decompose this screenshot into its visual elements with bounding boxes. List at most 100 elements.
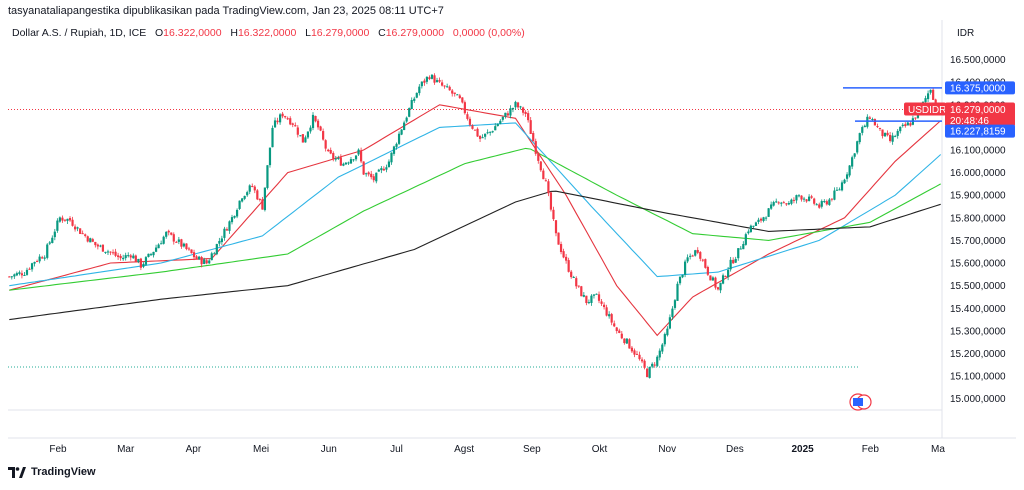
high-label: H: [230, 27, 238, 39]
candle-body: [81, 233, 84, 235]
open-value: 16.322,0000: [163, 27, 222, 39]
candle-body: [575, 278, 578, 287]
candle-body: [759, 218, 763, 221]
candle-body: [104, 251, 107, 253]
candle-body: [501, 116, 504, 120]
candle-body: [66, 218, 69, 221]
candle-body: [587, 302, 591, 304]
candle-body: [30, 263, 34, 270]
candle-body: [311, 114, 315, 129]
y-tick-label: 15.300,0000: [950, 326, 1006, 337]
candle-body: [238, 200, 241, 209]
candle-body: [167, 230, 170, 233]
candle-body: [552, 209, 555, 220]
candle-body: [152, 251, 155, 256]
candle-body: [190, 249, 193, 254]
x-tick-label: Ma: [931, 444, 945, 455]
candle-body: [767, 208, 770, 217]
candle-body: [810, 196, 813, 198]
candle-body: [344, 162, 348, 165]
candle-body: [23, 275, 26, 277]
x-tick-label: Apr: [186, 444, 202, 455]
candle-body: [213, 253, 216, 255]
us-flag-event-icon: [853, 398, 863, 406]
symbol-tag-text: USDIDR: [908, 105, 946, 116]
candle-body: [835, 189, 839, 191]
candle-body: [357, 149, 360, 155]
candle-body: [208, 260, 211, 264]
candle-body: [805, 199, 808, 202]
y-tick-label: 15.800,0000: [950, 213, 1006, 224]
y-tick-label: 16.500,0000: [950, 55, 1006, 66]
candle-body: [304, 137, 307, 143]
candle-body: [111, 252, 115, 254]
candle-body: [339, 157, 342, 166]
candle-body: [63, 219, 67, 221]
x-tick-label: Nov: [658, 444, 676, 455]
candle-body: [13, 274, 16, 277]
candle-body: [544, 180, 547, 182]
candle-body: [198, 256, 201, 260]
candle-body: [876, 126, 879, 128]
candle-body: [673, 300, 677, 308]
last-price-tag-text: 16.279,0000: [950, 105, 1006, 116]
candle-body: [787, 203, 790, 205]
candle-body: [602, 304, 606, 308]
candle-body: [220, 238, 223, 243]
candle-body: [316, 120, 320, 128]
x-tick-label: Feb: [862, 444, 880, 455]
candle-body: [443, 85, 446, 87]
candle-body: [296, 127, 299, 135]
candle-body: [106, 251, 110, 253]
candle-body: [117, 255, 120, 258]
candle-body: [565, 256, 568, 261]
candle-body: [711, 277, 715, 281]
candle-body: [775, 201, 778, 203]
candle-body: [195, 256, 198, 259]
candle-body: [595, 293, 598, 295]
candle-body: [456, 94, 459, 96]
moving-average-line: [9, 122, 942, 287]
candle-body: [332, 153, 335, 159]
candle-body: [352, 159, 355, 161]
candle-body: [124, 255, 127, 259]
period-low-tag-text: 16.227,8159: [950, 127, 1006, 138]
tradingview-logo[interactable]: TradingView: [8, 464, 96, 480]
candle-body: [929, 89, 932, 93]
candle-body: [215, 244, 218, 255]
candle-body: [853, 153, 856, 157]
candle-body: [683, 261, 687, 275]
x-tick-label: Okt: [592, 444, 608, 455]
high-value: 16.322,0000: [237, 27, 297, 39]
candle-body: [542, 170, 545, 180]
y-tick-label: 15.100,0000: [950, 372, 1006, 383]
candle-body: [420, 81, 423, 87]
countdown-tag-text: 20:48:46: [950, 116, 989, 127]
candle-body: [605, 307, 608, 316]
candle-body: [739, 248, 742, 250]
currency-label[interactable]: IDR: [957, 28, 975, 39]
candle-body: [15, 273, 18, 276]
candle-body: [387, 161, 391, 168]
candle-body: [142, 263, 145, 267]
last-price-tag: [945, 102, 1015, 127]
candle-body: [600, 301, 603, 304]
candle-body: [628, 339, 631, 349]
candle-body: [701, 259, 704, 261]
candle-body: [658, 350, 661, 358]
candle-body: [830, 198, 833, 200]
candle-body: [608, 314, 611, 317]
candle-body: [165, 231, 168, 237]
candle-body: [413, 98, 416, 101]
candle-body: [76, 227, 79, 229]
candle-body: [286, 118, 289, 120]
change-value: 0,0000 (0,00%): [452, 27, 525, 39]
candle-body: [440, 82, 444, 86]
candle-body: [623, 338, 626, 344]
candle-body: [883, 132, 887, 137]
y-tick-label: 15.200,0000: [950, 349, 1006, 360]
open-label: O: [155, 27, 164, 39]
candle-body: [484, 133, 487, 137]
